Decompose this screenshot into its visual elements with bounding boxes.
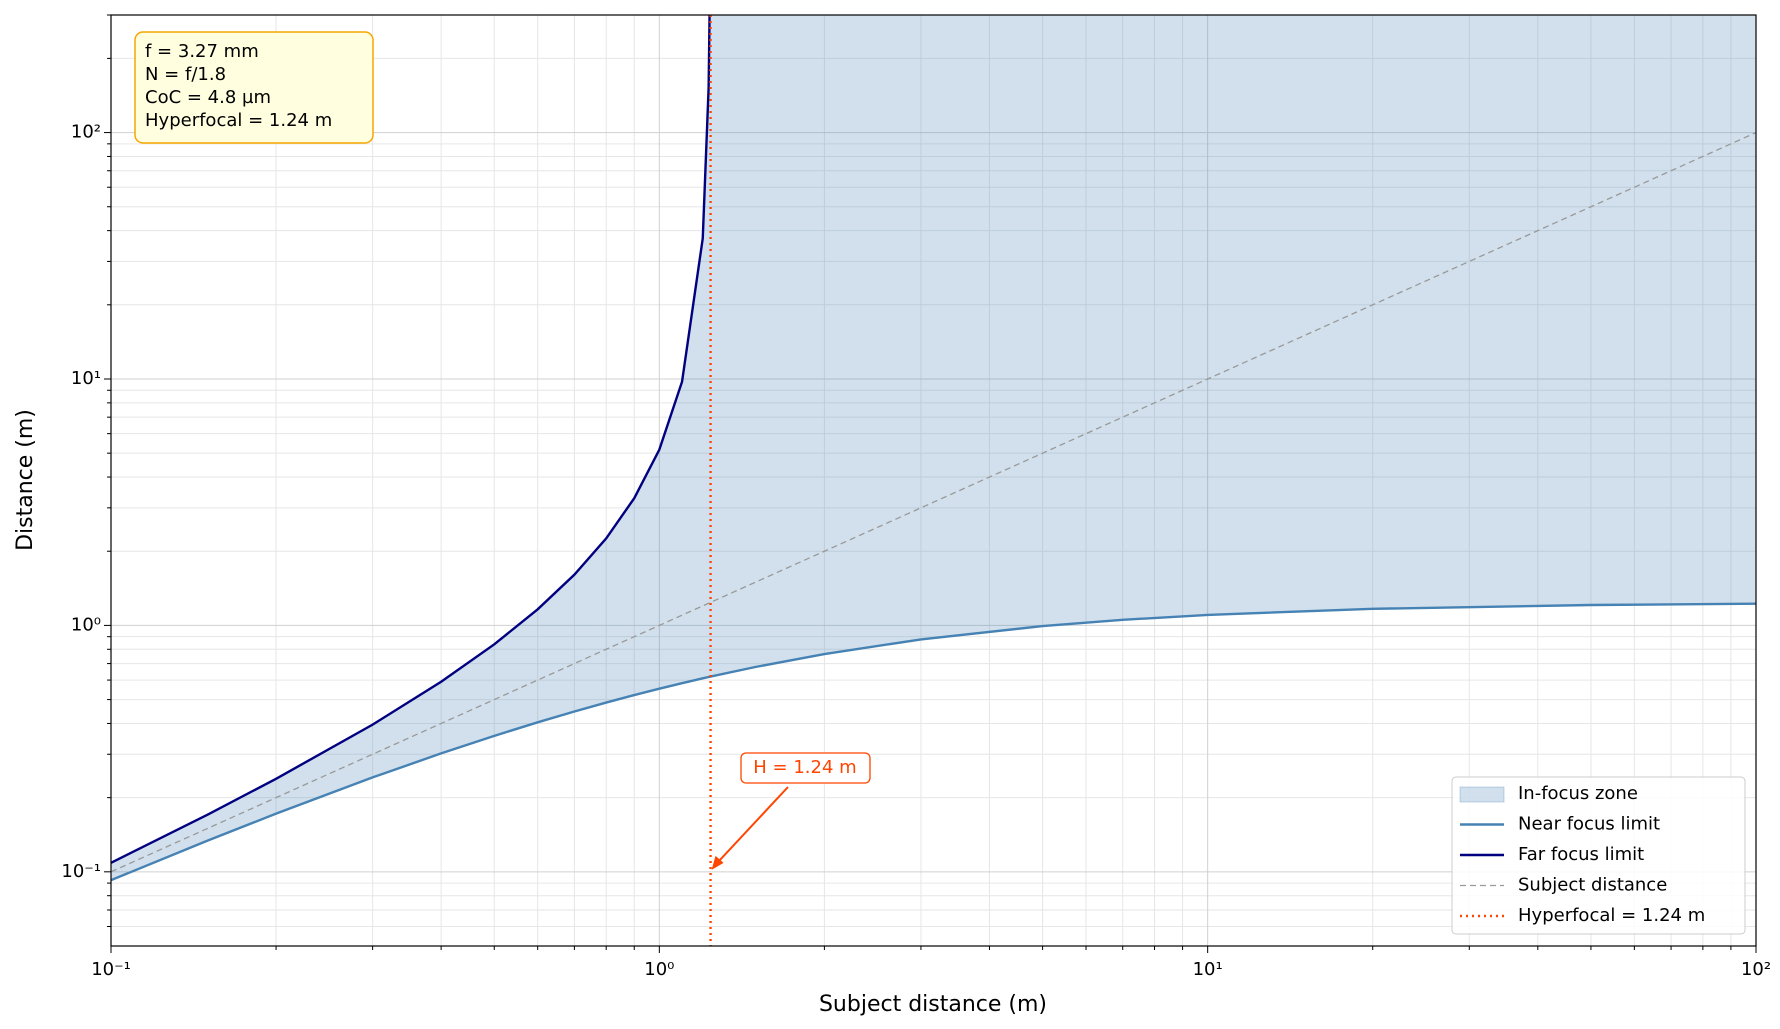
legend-box <box>1451 776 1746 935</box>
x-tick-label: 10⁻¹ <box>91 959 131 980</box>
info-text: N = f/1.8 <box>145 64 226 85</box>
annotation-arrow <box>712 786 789 868</box>
info-box <box>134 31 374 144</box>
legend-swatch <box>1459 786 1505 803</box>
x-tick-label: 10² <box>1741 959 1771 980</box>
annotation-text: H = 1.24 m <box>753 757 856 778</box>
y-tick-label: 10² <box>71 122 101 143</box>
legend-label: Hyperfocal = 1.24 m <box>1518 905 1705 926</box>
plot-area <box>111 15 1756 946</box>
info-text: Hyperfocal = 1.24 m <box>145 110 332 131</box>
info-text: CoC = 4.8 µm <box>145 87 271 108</box>
in-focus-zone <box>111 15 1756 881</box>
y-axis-label: Distance (m) <box>13 409 38 551</box>
annotation-arrowhead <box>711 855 724 870</box>
series-line <box>111 131 1756 873</box>
x-tick-label: 10⁰ <box>644 959 674 980</box>
info-text: f = 3.27 mm <box>145 41 259 62</box>
legend-label: In-focus zone <box>1518 783 1638 804</box>
x-axis-label: Subject distance (m) <box>819 992 1047 1017</box>
plot-frame <box>110 14 1757 947</box>
x-tick-label: 10¹ <box>1193 959 1223 980</box>
y-tick-label: 10⁻¹ <box>61 861 101 882</box>
y-tick-label: 10⁰ <box>71 614 101 635</box>
legend-label: Subject distance <box>1518 875 1667 896</box>
series-line <box>111 15 711 864</box>
legend-label: Near focus limit <box>1518 814 1660 835</box>
annotation-box <box>740 752 871 784</box>
series-line <box>111 602 1756 882</box>
y-tick-label: 10¹ <box>71 368 101 389</box>
legend-label: Far focus limit <box>1518 844 1644 865</box>
